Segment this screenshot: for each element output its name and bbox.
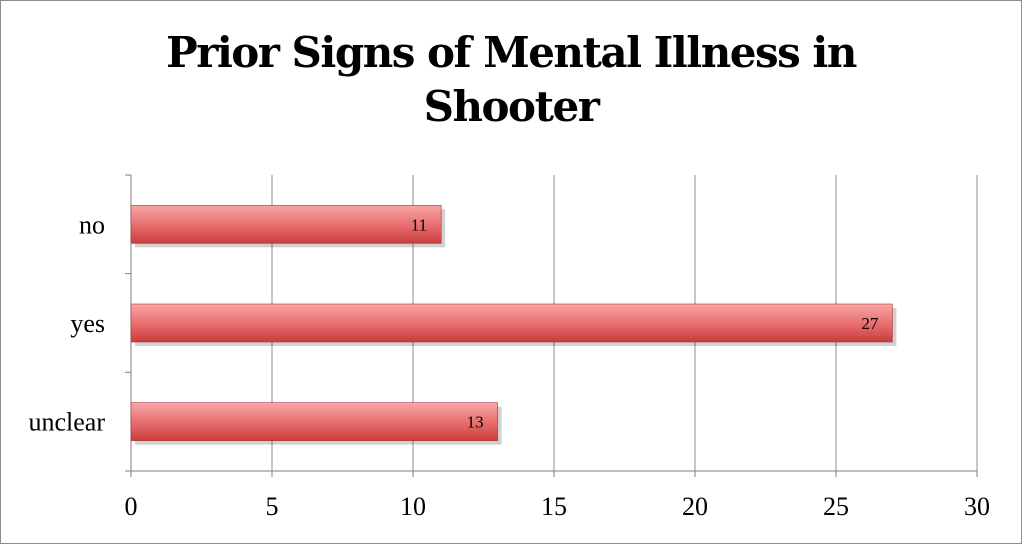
- category-label-no: no: [79, 210, 105, 239]
- x-tick-label-10: 10: [400, 492, 426, 521]
- x-tick-label-0: 0: [125, 492, 138, 521]
- bar-no: [130, 205, 442, 244]
- bar-unclear: [130, 402, 498, 441]
- x-tick-label-5: 5: [266, 492, 279, 521]
- x-tick-label-25: 25: [823, 492, 849, 521]
- data-label-yes: 27: [861, 314, 879, 333]
- x-tick-label-20: 20: [682, 492, 708, 521]
- data-label-unclear: 13: [467, 413, 484, 432]
- data-label-no: 11: [411, 215, 427, 234]
- chart-title-line-1: Prior Signs of Mental Illness in: [166, 28, 857, 77]
- chart-title-line-2: Shooter: [423, 82, 600, 131]
- category-label-unclear: unclear: [28, 408, 105, 437]
- chart-title: Prior Signs of Mental Illness in Shooter: [0, 26, 1022, 134]
- x-tick-label-30: 30: [964, 492, 990, 521]
- category-label-yes: yes: [70, 309, 105, 338]
- bar-yes: [130, 303, 893, 343]
- x-tick-label-15: 15: [541, 492, 567, 521]
